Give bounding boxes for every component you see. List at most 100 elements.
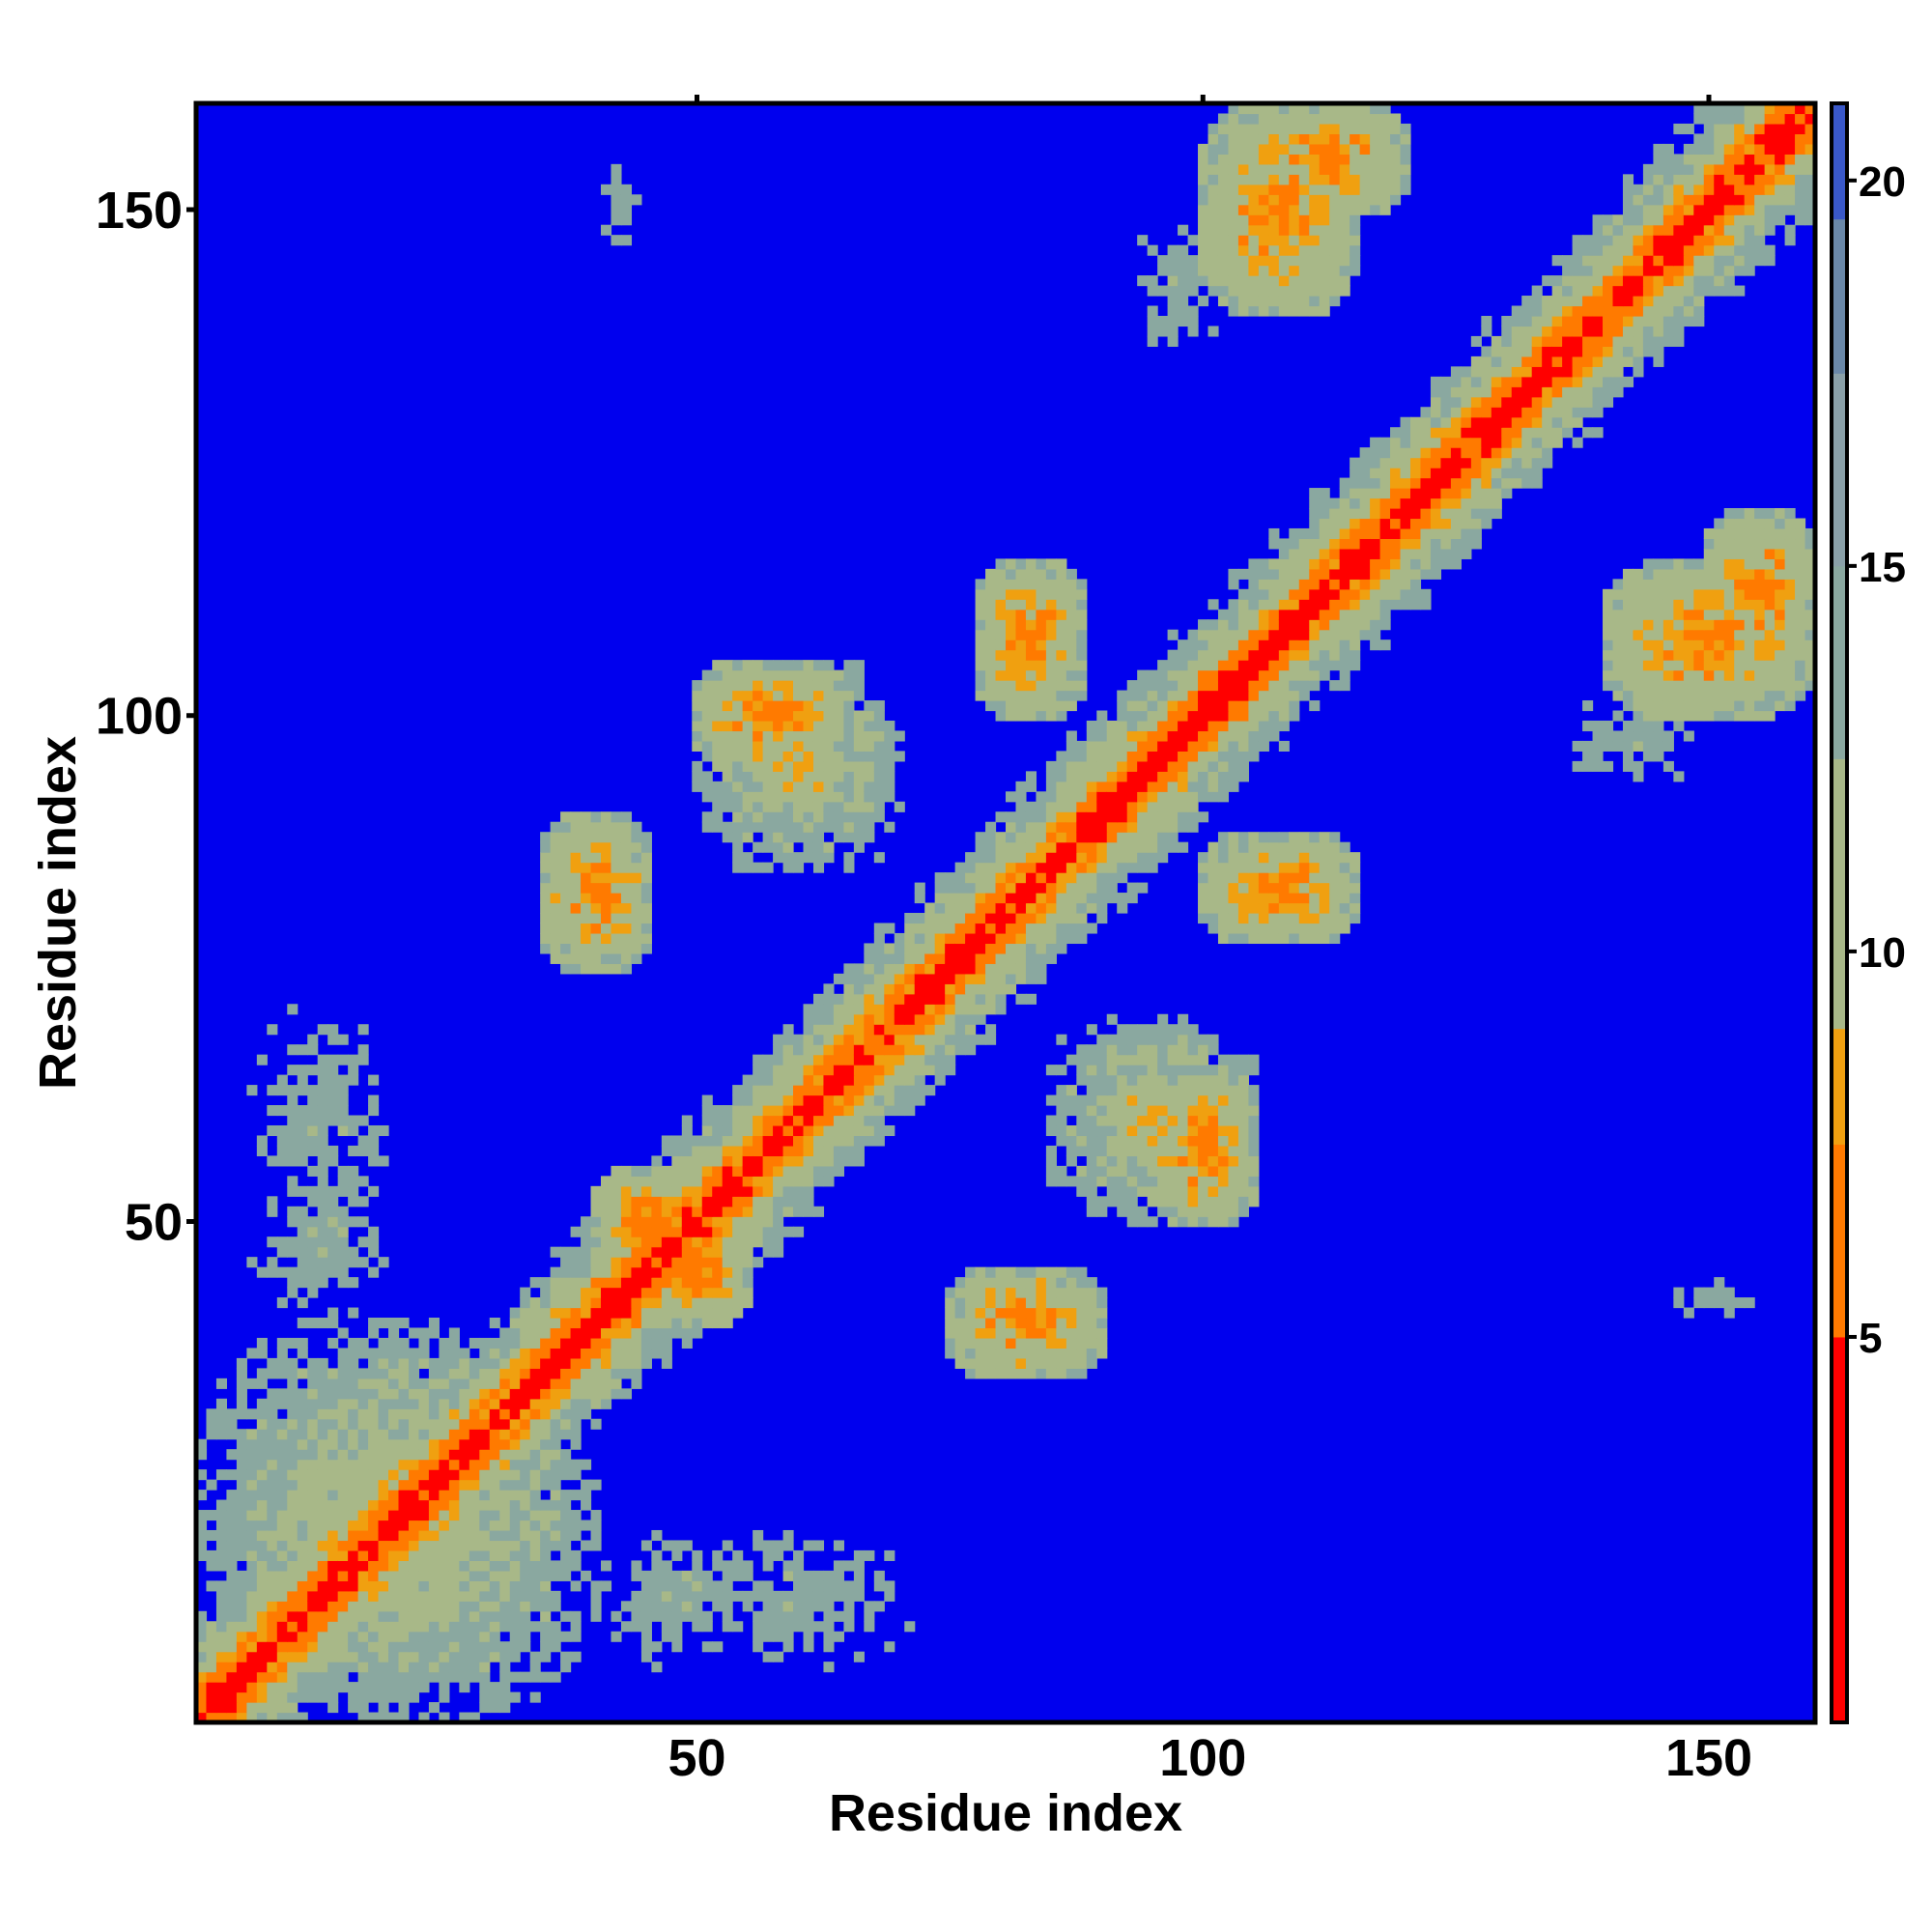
heatmap-cell [611,841,622,853]
heatmap-cell [1208,751,1219,762]
heatmap-cell [884,963,895,975]
heatmap-cell [1693,1297,1705,1309]
heatmap-cell [620,1206,633,1217]
heatmap-cell [803,791,814,803]
heatmap-cell [1006,680,1017,692]
heatmap-cell [1329,902,1341,914]
heatmap-cell [388,1388,400,1400]
heatmap-cell [1289,872,1300,884]
heatmap-cell [601,1287,612,1298]
heatmap-cell [297,1540,308,1551]
heatmap-cell [701,1135,713,1147]
heatmap-cell [1248,730,1260,742]
heatmap-cell [762,1115,774,1126]
heatmap-cell [1198,862,1209,873]
heatmap-cell [448,1601,460,1612]
heatmap-cell [297,1318,308,1329]
heatmap-cell [226,1691,238,1703]
heatmap-cell [226,1590,238,1602]
heatmap-cell [398,1357,410,1369]
heatmap-cell [661,1297,672,1309]
heatmap-cell [640,1246,652,1258]
heatmap-cell [529,1560,541,1572]
heatmap-cell [1633,730,1644,742]
heatmap-cell [742,771,753,782]
heatmap-cell [1208,1105,1219,1117]
heatmap-cell [722,1216,733,1228]
heatmap-cell [1157,1024,1169,1036]
heatmap-cell [934,993,946,1005]
heatmap-cell [520,1580,531,1592]
heatmap-cell [1056,1368,1067,1379]
heatmap-cell [550,902,561,914]
heatmap-cell [1006,872,1017,884]
heatmap-cell [499,1682,511,1693]
heatmap-cell [469,1368,480,1379]
heatmap-cell [560,1398,572,1409]
heatmap-cell [1056,760,1067,772]
heatmap-cell [1208,771,1219,782]
heatmap-cell [924,1044,936,1056]
heatmap-cell [812,1540,825,1551]
heatmap-cell [712,751,724,762]
heatmap-cell [1157,720,1169,732]
heatmap-cell [985,1024,997,1036]
heatmap-cell [873,700,885,712]
heatmap-cell [337,1469,349,1481]
heatmap-cell [459,1499,470,1511]
heatmap-cell [924,1013,936,1025]
heatmap-cell [368,1408,380,1420]
heatmap-cell [1056,1297,1067,1309]
heatmap-cell [1106,862,1118,873]
heatmap-cell [894,1024,905,1036]
heatmap-cell [833,690,844,701]
heatmap-cell [1208,244,1219,256]
heatmap-cell [701,1307,713,1319]
heatmap-cell [1217,619,1230,631]
heatmap-cell [448,1671,460,1683]
heatmap-cell [398,1438,410,1450]
heatmap-cell [722,1257,733,1268]
heatmap-cell [1258,893,1269,904]
heatmap-cell [408,1671,420,1683]
heatmap-cell [1309,649,1321,661]
heatmap-cell [388,1570,400,1581]
heatmap-cell [833,680,844,692]
heatmap-cell [1339,923,1350,934]
heatmap-cell [945,1044,956,1056]
heatmap-cell [1775,690,1786,701]
heatmap-cell [873,760,885,772]
heatmap-cell [812,1176,825,1187]
heatmap-cell [489,1357,500,1369]
heatmap-cell [1157,1155,1169,1167]
heatmap-cell [722,1135,733,1147]
heatmap-cell [1642,669,1654,681]
heatmap-cell [509,1398,521,1409]
heatmap-cell [722,680,733,692]
heatmap-cell [560,913,572,924]
heatmap-cell [317,1024,328,1036]
heatmap-cell [520,1348,531,1359]
heatmap-cell [803,1621,814,1633]
heatmap-cell [833,1024,844,1036]
heatmap-cell [1187,710,1199,722]
heatmap-cell [1258,579,1269,590]
heatmap-cell [398,1631,410,1642]
heatmap-cell [307,1449,319,1461]
heatmap-cell [368,1318,380,1329]
heatmap-cell [348,1145,359,1156]
heatmap-cell [1056,872,1067,884]
heatmap-cell [1015,811,1027,823]
heatmap-cell [631,1560,642,1572]
heatmap-cell [884,1641,895,1653]
heatmap-cell [651,1327,663,1339]
heatmap-cell [1086,730,1097,742]
heatmap-cell [753,690,764,701]
heatmap-cell [1126,1044,1138,1056]
heatmap-cell [1258,639,1269,651]
heatmap-cell [509,1560,521,1572]
heatmap-cell [1633,680,1644,692]
heatmap-cell [753,1529,764,1542]
heatmap-cell [823,660,835,671]
heatmap-cell [1309,832,1321,843]
